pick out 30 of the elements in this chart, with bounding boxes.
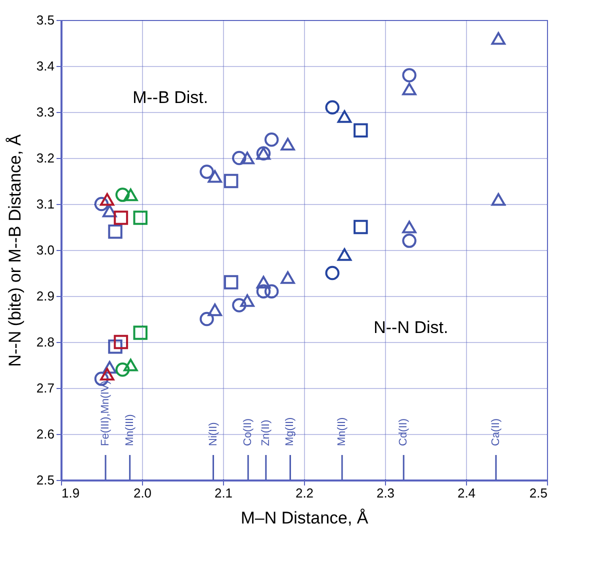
- ref-line-label: Mn(II): [336, 417, 348, 446]
- annotation: M--B Dist.: [132, 88, 208, 108]
- y-axis-title: N--N (bite) or M--B Distance, Å: [5, 134, 24, 367]
- y-tick-label: 2.8: [36, 334, 54, 350]
- x-tick-label: 1.9: [62, 486, 80, 500]
- ref-line-label: Ca(II): [490, 418, 502, 446]
- x-tick-label: 2.0: [133, 486, 152, 500]
- y-tick-label: 3.3: [36, 104, 54, 120]
- ref-line-label: Ni(II): [207, 422, 220, 446]
- y-tick-label: 2.9: [36, 288, 54, 304]
- y-tick-label: 2.6: [36, 426, 54, 442]
- y-tick-label: 3.5: [36, 12, 54, 28]
- x-tick-label: 2.5: [529, 486, 548, 500]
- ref-line-label: Mg(II): [284, 417, 296, 446]
- y-tick-label: 2.5: [36, 472, 54, 488]
- y-tick-label: 3.0: [36, 242, 54, 258]
- ref-line-label: Cd(II): [398, 418, 410, 446]
- x-tick-label: 2.3: [376, 486, 395, 500]
- annotation: N--N Dist.: [374, 318, 448, 338]
- ref-line-label: Mn(III): [124, 414, 136, 446]
- y-tick-label: 3.2: [36, 150, 54, 166]
- y-tick-label: 3.1: [36, 196, 54, 212]
- y-tick-label: 3.4: [36, 58, 54, 74]
- x-axis-title: M–N Distance, Å: [240, 508, 369, 528]
- ref-line-label: Co(II): [242, 418, 254, 446]
- x-tick-label: 2.2: [295, 486, 314, 500]
- x-tick-label: 2.4: [457, 486, 476, 500]
- y-tick-label: 2.7: [36, 380, 54, 396]
- x-tick-label: 2.1: [214, 486, 233, 500]
- ref-line-label: Zn(II): [260, 420, 272, 446]
